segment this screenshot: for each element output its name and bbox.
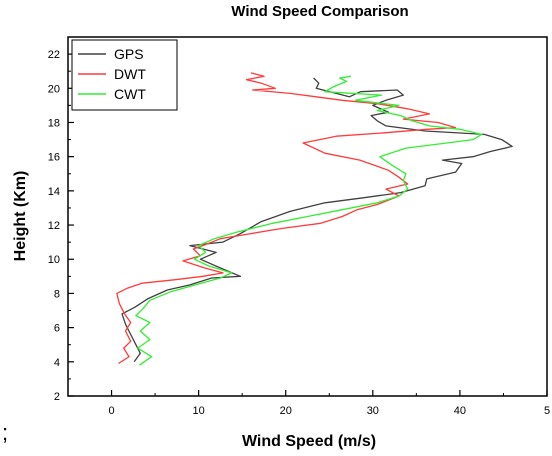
y-tick-label: 12: [48, 220, 60, 232]
y-axis-label: Height (Km): [12, 171, 29, 262]
x-tick-label: 10: [193, 405, 205, 417]
legend-label-cwt: CWT: [114, 86, 146, 102]
x-tick-label: 40: [454, 405, 466, 417]
x-axis: 0 10 20 30 40 5: [67, 390, 550, 417]
chart-title: Wind Speed Comparison: [231, 3, 408, 20]
legend-label-gps: GPS: [114, 46, 144, 62]
legend-box: [71, 39, 178, 111]
x-tick-label: 0: [108, 405, 114, 417]
legend-label-dwt: DWT: [114, 66, 146, 82]
y-tick-label: 14: [48, 186, 60, 198]
x-axis-label: Wind Speed (m/s): [242, 433, 376, 450]
series-line-gps: [121, 77, 513, 363]
x-tick-label: 30: [367, 405, 379, 417]
x-tick-label: 20: [280, 405, 292, 417]
y-tick-label: 18: [48, 117, 60, 129]
page-caption-fragment: ;: [2, 420, 8, 445]
series-line-dwt: [116, 72, 457, 365]
series-lines: [116, 72, 513, 366]
y-tick-label: 4: [54, 357, 60, 369]
plot-frame: [67, 36, 548, 397]
x-tick-label: 5: [544, 405, 550, 417]
y-tick-label: 16: [48, 152, 60, 164]
legend: GPS DWT CWT: [71, 39, 178, 111]
y-tick-label: 2: [54, 391, 60, 403]
y-tick-label: 10: [48, 254, 60, 266]
y-tick-label: 20: [48, 83, 60, 95]
y-tick-label: 6: [54, 323, 60, 335]
series-line-cwt: [135, 75, 483, 366]
y-axis: 2 4 6 8 10 12 14 16 18 20 22: [48, 36, 74, 403]
y-tick-label: 22: [48, 49, 60, 61]
y-tick-label: 8: [54, 288, 60, 300]
